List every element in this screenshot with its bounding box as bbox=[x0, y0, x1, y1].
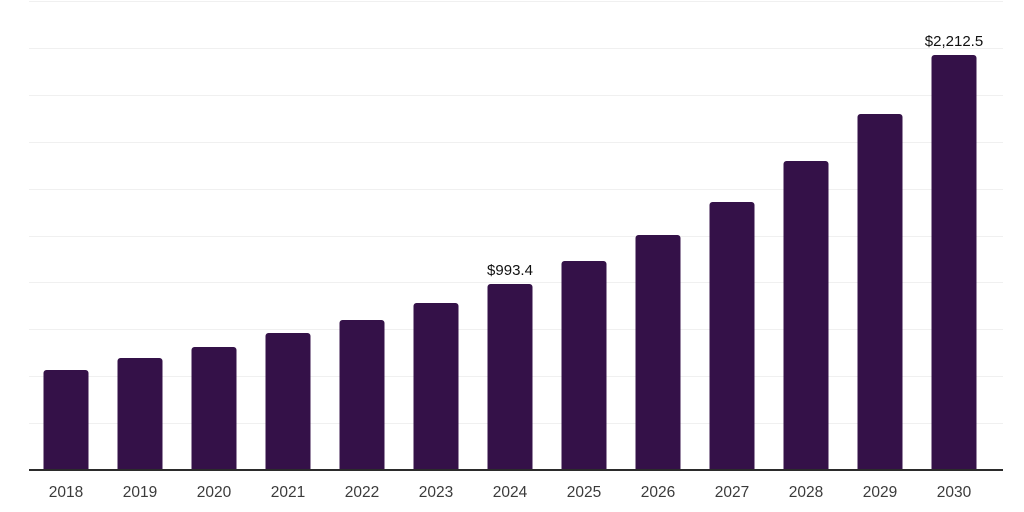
gridline bbox=[29, 1, 1003, 2]
bar-band-2021 bbox=[251, 1, 325, 470]
gridline bbox=[29, 282, 1003, 284]
bar-band-2028 bbox=[769, 1, 843, 470]
bar-band-2025 bbox=[547, 1, 621, 470]
bar-2023 bbox=[413, 303, 459, 470]
bar-band-2027 bbox=[695, 1, 769, 470]
x-tick-label-2024: 2024 bbox=[492, 484, 528, 501]
value-label-2030: $2,212.5 bbox=[924, 32, 984, 50]
bar-2024 bbox=[487, 283, 533, 470]
x-tick-label-2026: 2026 bbox=[640, 484, 676, 501]
gridline bbox=[29, 94, 1003, 96]
gridline bbox=[29, 235, 1003, 237]
bar-2018 bbox=[43, 369, 89, 470]
x-tick-label-2019: 2019 bbox=[122, 484, 158, 501]
bar-2028 bbox=[783, 161, 829, 470]
gridline bbox=[29, 47, 1003, 49]
x-tick-label-2028: 2028 bbox=[788, 484, 824, 501]
bar-2027 bbox=[709, 201, 755, 470]
bar-band-2023 bbox=[399, 1, 473, 470]
bar-2021 bbox=[265, 333, 311, 470]
x-tick-label-2023: 2023 bbox=[418, 484, 454, 501]
x-axis-line bbox=[29, 469, 1003, 471]
bar-band-2030: $2,212.5 bbox=[917, 1, 991, 470]
x-tick-label-2022: 2022 bbox=[344, 484, 380, 501]
gridline bbox=[29, 188, 1003, 190]
x-tick-label-2018: 2018 bbox=[48, 484, 84, 501]
x-tick-label-2029: 2029 bbox=[862, 484, 898, 501]
bars-area: $993.4 $2,212.5 bbox=[29, 1, 991, 470]
bar-band-2029 bbox=[843, 1, 917, 470]
bar-2029 bbox=[857, 113, 903, 470]
x-tick-label-2021: 2021 bbox=[270, 484, 306, 501]
x-tick-label-2020: 2020 bbox=[196, 484, 232, 501]
bar-2026 bbox=[635, 234, 681, 470]
bar-band-2020 bbox=[177, 1, 251, 470]
bar-2019 bbox=[117, 358, 163, 470]
bar-2025 bbox=[561, 260, 607, 470]
bar-band-2019 bbox=[103, 1, 177, 470]
bar-band-2026 bbox=[621, 1, 695, 470]
bar-band-2024: $993.4 bbox=[473, 1, 547, 470]
value-label-2024: $993.4 bbox=[487, 261, 533, 279]
gridline bbox=[29, 141, 1003, 143]
bar-2030 bbox=[931, 54, 977, 470]
x-tick-label-2030: 2030 bbox=[936, 484, 972, 501]
bar-band-2018 bbox=[29, 1, 103, 470]
plot-area: $993.4 $2,212.5 bbox=[29, 1, 1003, 471]
x-tick-label-2027: 2027 bbox=[714, 484, 750, 501]
bar-2020 bbox=[191, 347, 237, 470]
x-tick-label-2025: 2025 bbox=[566, 484, 602, 501]
x-axis-labels: 2018 2019 2020 2021 2022 2023 2024 2025 2026 2027… bbox=[29, 481, 991, 505]
bar-2022 bbox=[339, 319, 385, 470]
bar-band-2022 bbox=[325, 1, 399, 470]
